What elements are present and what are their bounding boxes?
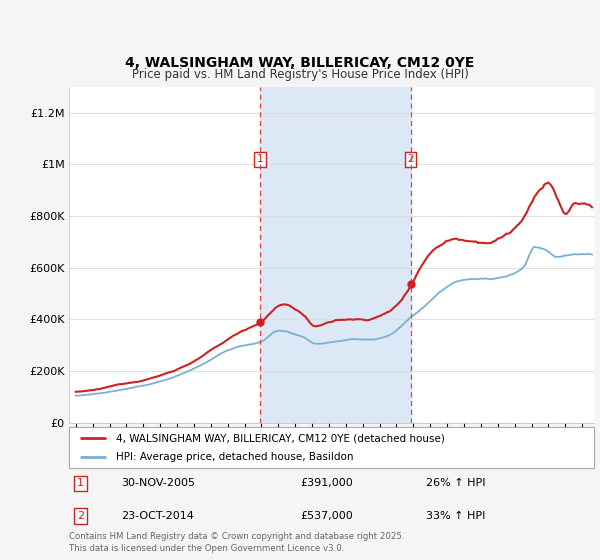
Text: HPI: Average price, detached house, Basildon: HPI: Average price, detached house, Basi… <box>116 452 354 461</box>
Text: 1: 1 <box>257 154 263 164</box>
Text: 33% ↑ HPI: 33% ↑ HPI <box>426 511 485 521</box>
Text: 2: 2 <box>407 154 414 164</box>
Text: 23-OCT-2014: 23-OCT-2014 <box>121 511 194 521</box>
Text: 4, WALSINGHAM WAY, BILLERICAY, CM12 0YE (detached house): 4, WALSINGHAM WAY, BILLERICAY, CM12 0YE … <box>116 433 445 443</box>
Text: 4, WALSINGHAM WAY, BILLERICAY, CM12 0YE: 4, WALSINGHAM WAY, BILLERICAY, CM12 0YE <box>125 56 475 70</box>
Text: Contains HM Land Registry data © Crown copyright and database right 2025.
This d: Contains HM Land Registry data © Crown c… <box>69 533 404 553</box>
Text: Price paid vs. HM Land Registry's House Price Index (HPI): Price paid vs. HM Land Registry's House … <box>131 68 469 81</box>
Text: £537,000: £537,000 <box>300 511 353 521</box>
Text: 26% ↑ HPI: 26% ↑ HPI <box>426 478 485 488</box>
Bar <box>260 87 410 423</box>
Text: 2: 2 <box>77 511 84 521</box>
Text: 1: 1 <box>77 478 84 488</box>
Text: £391,000: £391,000 <box>300 478 353 488</box>
Text: 30-NOV-2005: 30-NOV-2005 <box>121 478 196 488</box>
